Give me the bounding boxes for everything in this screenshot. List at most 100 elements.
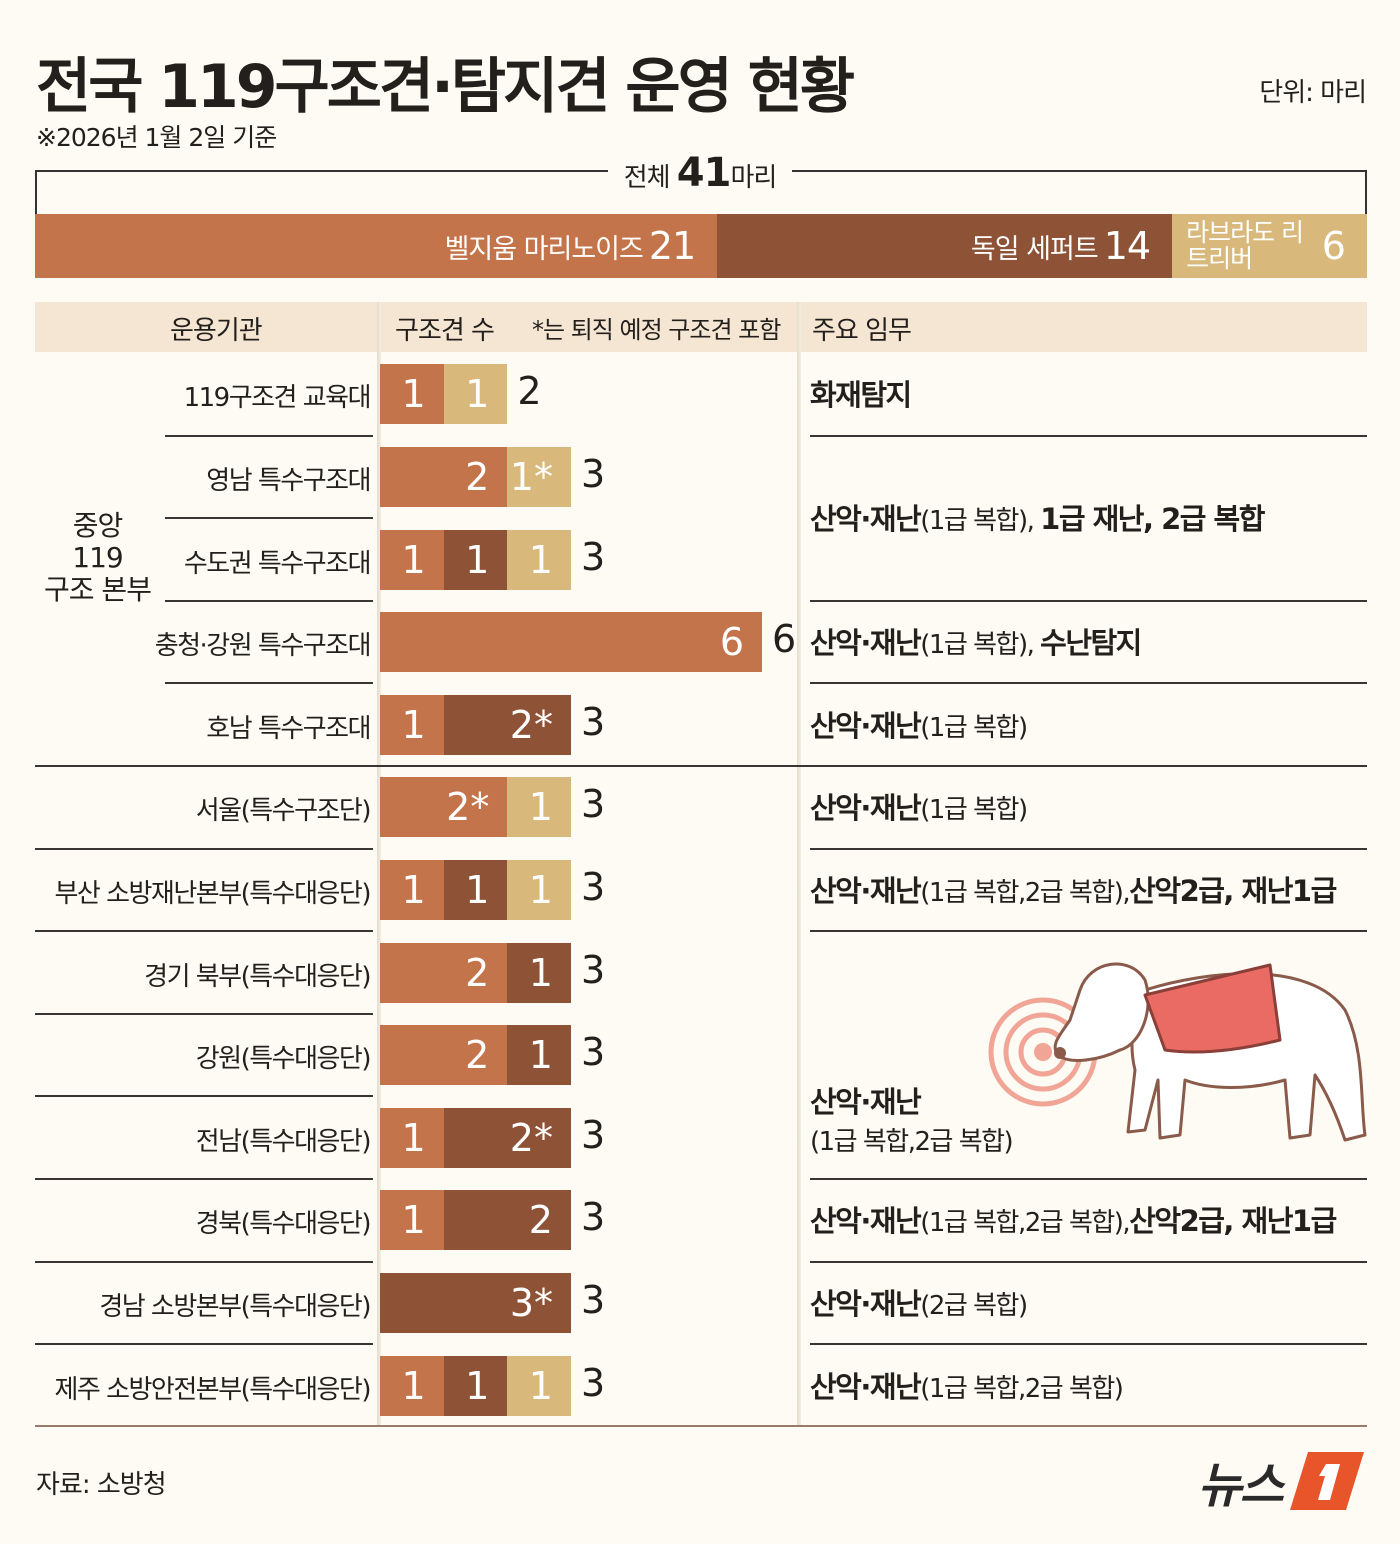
header-org: 운용기관 [170,316,263,346]
source-label: 자료: 소방청 [36,1470,167,1500]
labrador-name: 라브라도 리트리버 [1186,218,1304,273]
mission-text: 산악·재난(1급 복합) [810,791,1028,826]
bar-segment-labrador: 1* [507,446,571,507]
logo-mark-icon [1290,1452,1364,1510]
row-separator [35,1095,373,1098]
breed-segment-shepherd: 독일 세퍼트 14 [717,214,1173,278]
bar-segment-malinois: 1 [380,1190,444,1251]
mission-separator [810,930,1367,933]
bar-segment-shepherd: 2* [443,694,571,755]
bar-segment-shepherd: 1 [443,529,508,590]
org-label: 경기 북부(특수대응단) [144,961,371,992]
mission-separator [810,1260,1367,1263]
mission-text: 산악·재난(1급 복합,2급 복합) [810,1369,1124,1404]
row-separator [35,847,373,850]
mission-text: 산악·재난(1급 복합,2급 복합) [810,1085,1014,1157]
row-total: 3 [581,1360,606,1405]
bar-segment-shepherd: 3* [380,1272,571,1333]
row-total: 3 [581,1030,606,1075]
mission-text: 산악·재난(1급 복합), 1급 재난, 2급 복합 [810,502,1265,537]
breed-segment-malinois: 벨지움 마리노이즈 21 [35,214,718,278]
row-total: 3 [581,782,606,827]
row-total: 3 [581,699,606,744]
bar-segment-malinois: 1 [380,529,444,590]
bar-segment-malinois: 1 [380,859,444,920]
header-count: 구조견 수 [395,316,495,346]
row-separator [165,434,373,437]
group-label: 중앙 119 구조 본부 [44,509,152,606]
mission-separator [810,1343,1367,1346]
row-separator [35,1260,373,1263]
bar-segment-malinois: 1 [380,694,444,755]
page-title: 전국 119구조견·탐지견 운영 현황 [36,52,855,122]
row-separator [165,599,373,602]
org-label: 수도권 특수구조대 [183,548,372,579]
mission-text: 산악·재난(1급 복합,2급 복합),산악2급, 재난1급 [810,873,1337,908]
table-header: 운용기관 구조견 수 *는 퇴직 예정 구조견 포함 주요 임무 [35,302,1367,352]
column-divider [377,302,381,1425]
mission-separator [810,847,1367,850]
row-separator [165,682,373,685]
bar-segment-shepherd: 2* [443,1107,571,1168]
org-label: 충청·강원 특수구조대 [154,631,372,662]
org-label: 제주 소방안전본부(특수대응단) [54,1374,371,1405]
logo-text: 뉴스 [1197,1458,1284,1514]
bar-segment-malinois: 1 [380,1107,444,1168]
bar-segment-malinois: 1 [380,1355,444,1416]
row-total: 6 [772,617,797,662]
org-label: 영남 특수구조대 [206,465,371,496]
unit-label: 단위: 마리 [1259,78,1367,108]
row-separator [35,1012,373,1015]
section-separator [35,765,1367,767]
org-label: 호남 특수구조대 [206,713,371,744]
header-note: *는 퇴직 예정 구조견 포함 [532,316,781,344]
org-label: 경북(특수대응단) [195,1209,372,1240]
bar-segment-shepherd: 2 [443,1190,571,1251]
bar-segment-malinois: 2* [380,777,508,838]
news1-logo: 뉴스 [1198,1446,1366,1516]
bar-segment-shepherd: 1 [443,1355,508,1416]
org-label: 경남 소방본부(특수대응단) [99,1291,371,1322]
row-total: 3 [581,1195,606,1240]
date-note: ※2026년 1월 2일 기준 [36,123,277,152]
breed-total-bar: 벨지움 마리노이즈 21 독일 세퍼트 14 라브라도 리트리버 6 [35,214,1367,278]
header-mission: 주요 임무 [812,316,912,346]
bar-segment-labrador: 1 [507,1355,571,1416]
bar-segment-shepherd: 1 [507,942,571,1003]
row-total: 3 [581,451,606,496]
bar-segment-malinois: 2 [380,942,508,1003]
org-label: 부산 소방재난본부(특수대응단) [54,878,371,909]
org-label: 119구조견 교육대 [183,383,372,414]
row-separator [35,930,373,933]
row-total: 3 [581,864,606,909]
org-label: 강원(특수대응단) [195,1044,372,1075]
total-label: 전체 41마리 [0,150,1400,196]
mission-separator [810,599,1367,602]
row-separator [35,1343,373,1346]
column-divider [797,302,801,1425]
row-total: 3 [581,947,606,992]
mission-text: 산악·재난(1급 복합), 수난탐지 [810,626,1142,661]
bar-segment-labrador: 1 [507,859,571,920]
mission-separator [810,1178,1367,1180]
breed-segment-labrador: 라브라도 리트리버 6 [1172,214,1367,278]
bar-segment-malinois: 2 [380,446,508,507]
row-separator [35,1178,373,1180]
mission-text: 산악·재난(1급 복합,2급 복합),산악2급, 재난1급 [810,1204,1337,1239]
mission-separator [810,682,1367,685]
mission-text: 산악·재난(2급 복합) [810,1286,1028,1321]
mission-text: 화재탐지 [810,378,912,413]
org-label: 전남(특수대응단) [195,1126,372,1157]
bar-segment-shepherd: 1 [507,1025,571,1086]
mission-separator [810,434,1367,437]
bar-segment-malinois: 2 [380,1025,508,1086]
bar-segment-labrador: 1 [507,529,571,590]
bar-segment-shepherd: 1 [443,859,508,920]
rescue-dog-illustration [988,962,1367,1142]
row-total: 3 [581,1112,606,1157]
row-total: 3 [581,534,606,579]
bar-segment-labrador: 1 [507,777,571,838]
row-separator [165,517,373,520]
bar-segment-labrador: 1 [443,364,508,425]
row-total: 2 [517,369,542,414]
